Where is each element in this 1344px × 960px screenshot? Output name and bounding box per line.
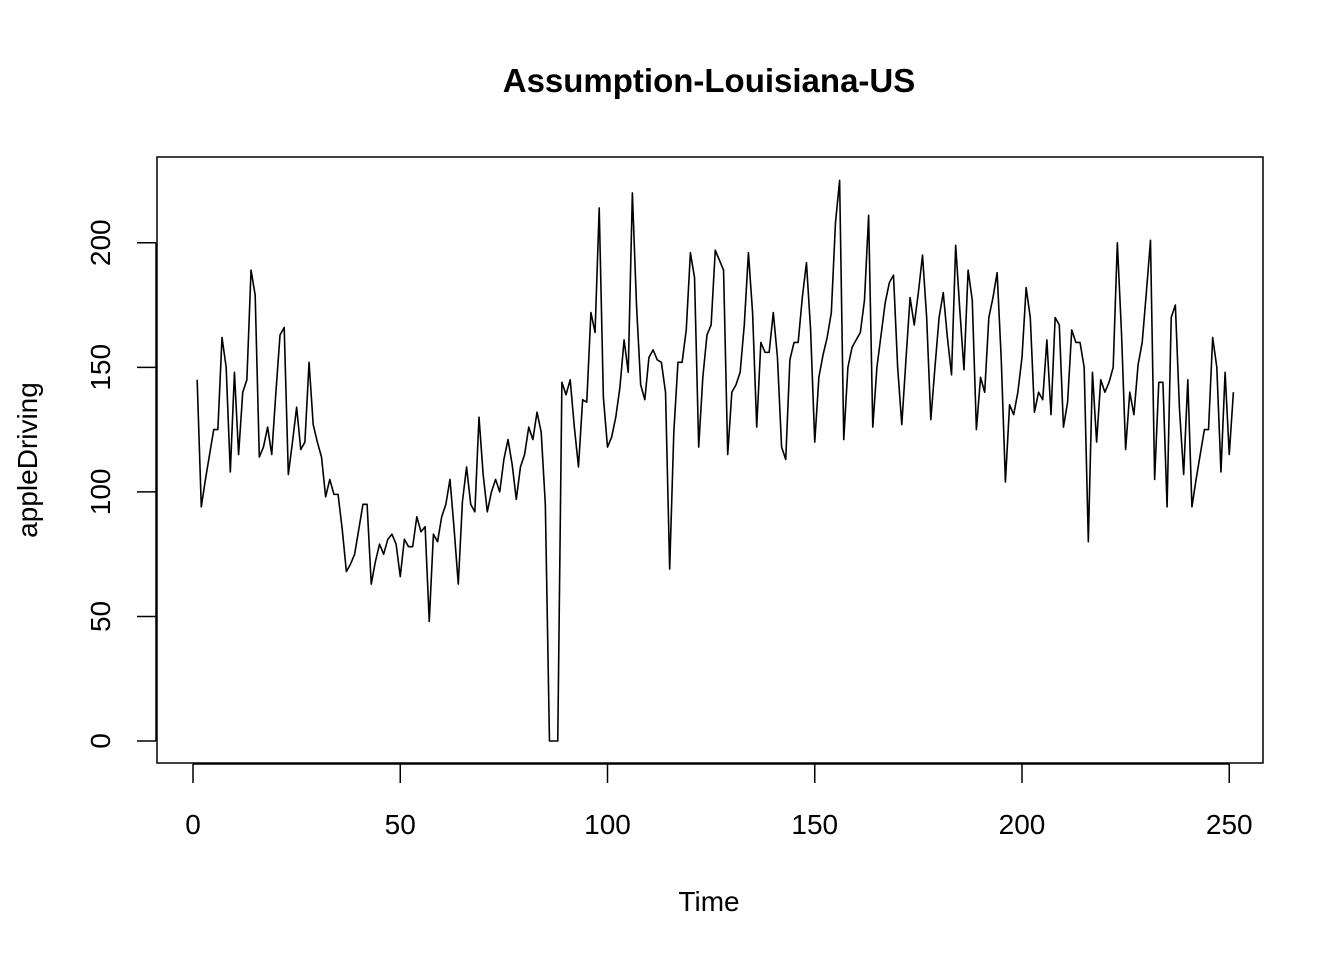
x-tick-label: 150 (791, 809, 838, 840)
y-tick-label: 50 (85, 601, 116, 632)
y-tick-label: 0 (85, 733, 116, 749)
series-line (196, 179, 1235, 742)
y-tick-label: 150 (85, 344, 116, 391)
y-tick-label: 200 (85, 219, 116, 266)
x-tick-label: 100 (584, 809, 631, 840)
series-layer (196, 179, 1235, 742)
x-tick-label: 50 (385, 809, 416, 840)
x-axis-label: Time (678, 886, 739, 917)
plot-area-frame (156, 156, 1264, 764)
x-tick-label: 200 (999, 809, 1046, 840)
chart-title: Assumption-Louisiana-US (503, 62, 916, 99)
x-axis: 0 50 100 150 200 250 (185, 763, 1253, 840)
y-tick-label: 100 (85, 469, 116, 516)
x-tick-label: 0 (185, 809, 201, 840)
y-axis: 0 50 100 150 200 (85, 219, 157, 749)
y-axis-label: appleDriving (12, 382, 43, 538)
x-tick-label: 250 (1206, 809, 1253, 840)
